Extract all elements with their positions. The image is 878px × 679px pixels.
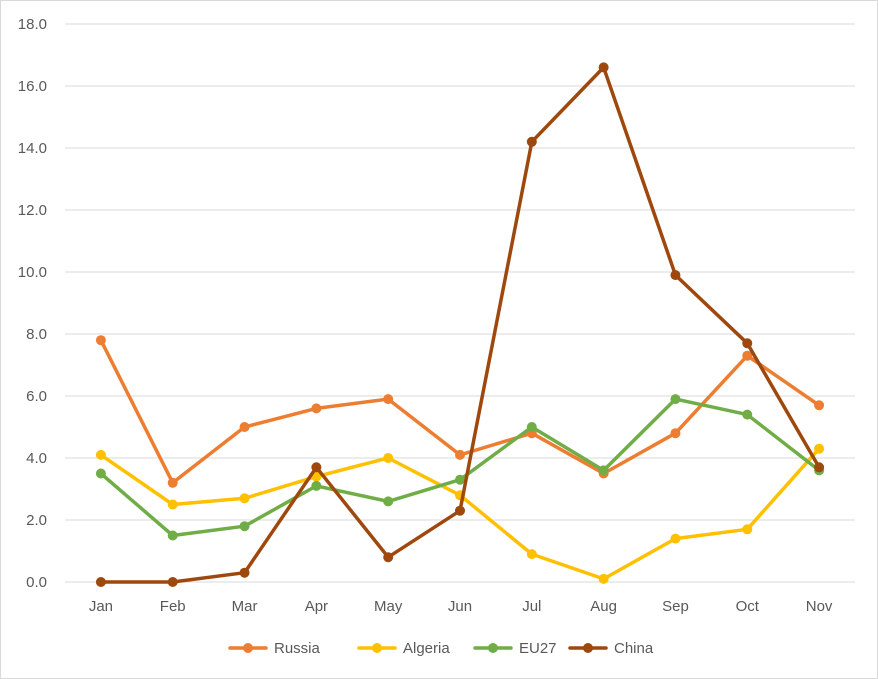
x-tick-label: Feb	[160, 598, 186, 615]
data-point	[598, 62, 609, 73]
data-point	[598, 465, 609, 476]
y-tick-label: 10.0	[18, 264, 47, 281]
data-point	[383, 552, 394, 563]
y-tick-label: 6.0	[26, 388, 47, 405]
y-tick-label: 14.0	[18, 140, 47, 157]
data-point	[311, 462, 322, 473]
data-point	[383, 453, 394, 463]
y-tick-label: 18.0	[18, 16, 47, 33]
series-eu27	[95, 394, 825, 541]
y-tick-label: 2.0	[26, 512, 47, 529]
data-point	[311, 403, 322, 414]
data-point	[311, 480, 322, 491]
series-line	[99, 338, 821, 485]
legend-label: Algeria	[403, 640, 450, 657]
x-tick-label: Nov	[806, 598, 833, 615]
y-tick-label: 4.0	[26, 450, 47, 467]
data-point	[670, 428, 681, 439]
data-point	[455, 474, 465, 485]
data-point	[526, 549, 537, 560]
legend: Russia Algeria EU27 China	[228, 640, 654, 657]
data-point	[526, 422, 537, 432]
data-point	[814, 400, 825, 411]
data-point	[742, 338, 753, 349]
x-tick-label: May	[374, 598, 403, 615]
legend-item-china: China	[568, 640, 654, 657]
legend-item-russia: Russia	[228, 640, 321, 657]
data-point	[455, 449, 465, 460]
data-point	[167, 499, 178, 510]
series-russia	[95, 335, 825, 488]
legend-label: EU27	[519, 640, 557, 657]
legend-item-algeria: Algeria	[357, 640, 450, 657]
data-point	[742, 350, 753, 361]
data-point	[239, 567, 250, 578]
data-point	[167, 530, 178, 541]
data-point	[742, 409, 753, 420]
y-tick-label: 12.0	[18, 202, 47, 219]
series-line	[99, 65, 821, 584]
legend-swatch-marker	[488, 643, 498, 653]
x-tick-label: Jan	[89, 598, 113, 615]
x-tick-label: Aug	[590, 598, 617, 615]
data-point	[239, 422, 250, 432]
x-tick-label: Jul	[522, 598, 541, 615]
data-point	[95, 335, 106, 346]
y-tick-label: 0.0	[26, 574, 47, 591]
data-point	[239, 521, 250, 532]
series-lines	[95, 62, 825, 587]
data-point	[95, 468, 106, 479]
x-tick-label: Oct	[736, 598, 760, 615]
gridlines	[65, 23, 855, 583]
data-point	[814, 443, 825, 454]
data-point	[670, 270, 681, 281]
data-point	[598, 573, 609, 584]
data-point	[95, 577, 106, 587]
series-china	[95, 62, 825, 587]
y-axis-tick-labels: 0.0 2.0 4.0 6.0 8.0 10.0 12.0 14.0 16.0 18.0	[18, 16, 47, 591]
data-point	[383, 496, 394, 507]
legend-swatch-marker	[372, 643, 382, 653]
data-point	[814, 462, 825, 473]
x-tick-label: Mar	[232, 598, 258, 615]
y-tick-label: 8.0	[26, 326, 47, 343]
series-algeria	[95, 443, 825, 584]
data-point	[670, 394, 681, 405]
data-point	[383, 394, 394, 405]
x-tick-label: Apr	[305, 598, 328, 615]
data-point	[670, 533, 681, 544]
x-tick-label: Sep	[662, 598, 689, 615]
x-axis-tick-labels: Jan Feb Mar Apr May Jun Jul Aug Sep Oct Nov	[89, 598, 833, 615]
data-point	[742, 524, 753, 535]
data-point	[239, 493, 250, 504]
data-point	[167, 477, 178, 488]
data-point	[167, 577, 178, 587]
x-tick-label: Jun	[448, 598, 472, 615]
legend-swatch-marker	[243, 643, 253, 653]
legend-label: China	[614, 640, 654, 657]
data-point	[311, 471, 322, 482]
legend-label: Russia	[274, 640, 321, 657]
data-point	[95, 449, 106, 460]
y-tick-label: 16.0	[18, 78, 47, 95]
data-point	[455, 505, 465, 516]
legend-item-eu27: EU27	[473, 640, 557, 657]
legend-swatch-marker	[583, 643, 593, 653]
data-point	[526, 136, 537, 147]
